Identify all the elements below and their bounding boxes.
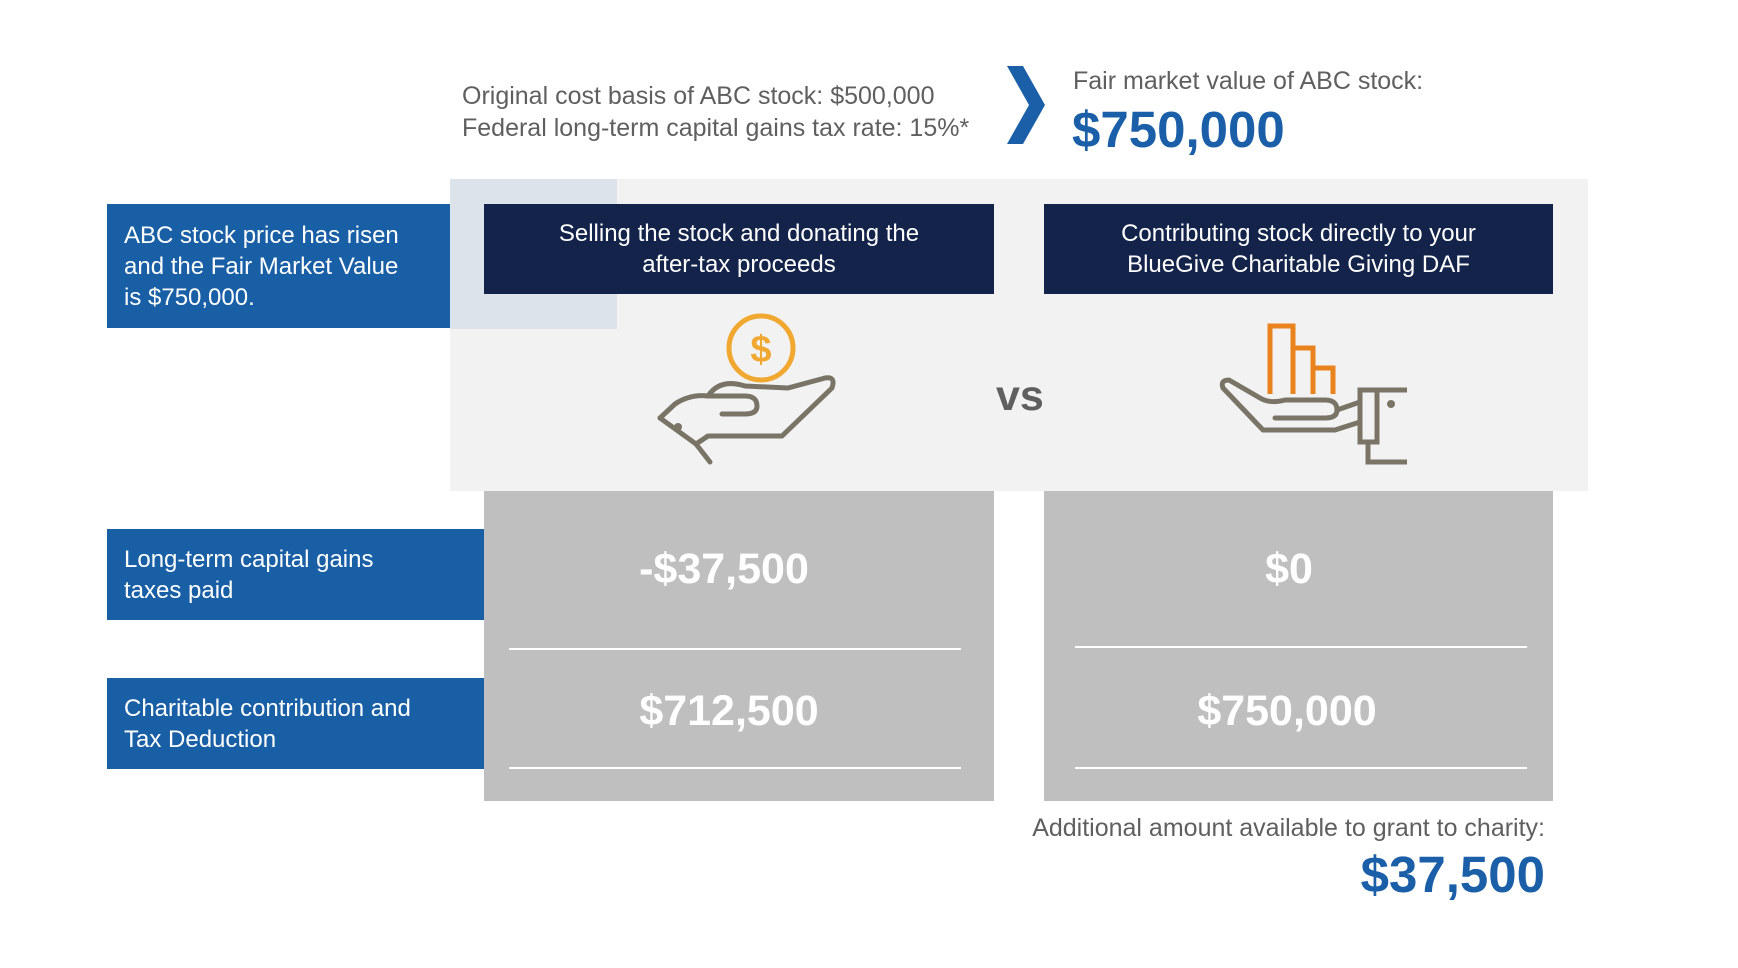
contribution-label: Charitable contribution and Tax Deductio… bbox=[107, 678, 484, 769]
taxes-label: Long-term capital gains taxes paid bbox=[107, 529, 484, 620]
fmv-value: $750,000 bbox=[1072, 101, 1285, 158]
chevron-right-icon bbox=[1007, 66, 1045, 144]
intro-line: is $750,000. bbox=[124, 283, 255, 311]
contribute-taxes-value: $0 bbox=[1265, 545, 1313, 593]
heading-line: BlueGive Charitable Giving DAF bbox=[1127, 251, 1470, 278]
hand-holding-coin-icon: $ bbox=[657, 313, 836, 465]
vs-text: vs bbox=[996, 372, 1044, 420]
intro-label: ABC stock price has risen and the Fair M… bbox=[107, 204, 450, 328]
contribution-line: Tax Deduction bbox=[124, 725, 277, 753]
divider bbox=[509, 767, 961, 769]
sell-taxes-value: -$37,500 bbox=[639, 545, 809, 593]
taxes-line: Long-term capital gains bbox=[124, 545, 374, 573]
heading-line: Selling the stock and donating the bbox=[558, 220, 920, 247]
intro-line: ABC stock price has risen bbox=[124, 221, 399, 249]
contribute-column-heading: Contributing stock directly to your Blue… bbox=[1044, 204, 1553, 294]
sell-column-heading: Selling the stock and donating the after… bbox=[484, 204, 994, 294]
divider bbox=[1075, 767, 1527, 769]
hand-holding-bar-chart-icon bbox=[1219, 323, 1407, 465]
divider bbox=[1075, 646, 1527, 648]
intro-line: and the Fair Market Value bbox=[124, 252, 399, 280]
taxes-line: taxes paid bbox=[124, 576, 234, 604]
fmv-label: Fair market value of ABC stock: bbox=[1073, 67, 1424, 95]
sell-values-column bbox=[484, 491, 994, 801]
sell-contribution-value: $712,500 bbox=[639, 687, 819, 735]
divider bbox=[509, 648, 961, 650]
tax-rate-text: Federal long-term capital gains tax rate… bbox=[462, 114, 970, 142]
heading-line: Contributing stock directly to your bbox=[1121, 220, 1476, 247]
svg-text:$: $ bbox=[750, 329, 771, 371]
contribution-line: Charitable contribution and bbox=[124, 694, 411, 722]
heading-line: after-tax proceeds bbox=[642, 251, 836, 278]
cost-basis-text: Original cost basis of ABC stock: $500,0… bbox=[462, 82, 935, 110]
header-facts: Original cost basis of ABC stock: $500,0… bbox=[462, 80, 969, 144]
contribute-contribution-value: $750,000 bbox=[1197, 687, 1377, 735]
additional-amount-label: Additional amount available to grant to … bbox=[1032, 814, 1545, 842]
additional-amount-value: $37,500 bbox=[1360, 846, 1545, 903]
